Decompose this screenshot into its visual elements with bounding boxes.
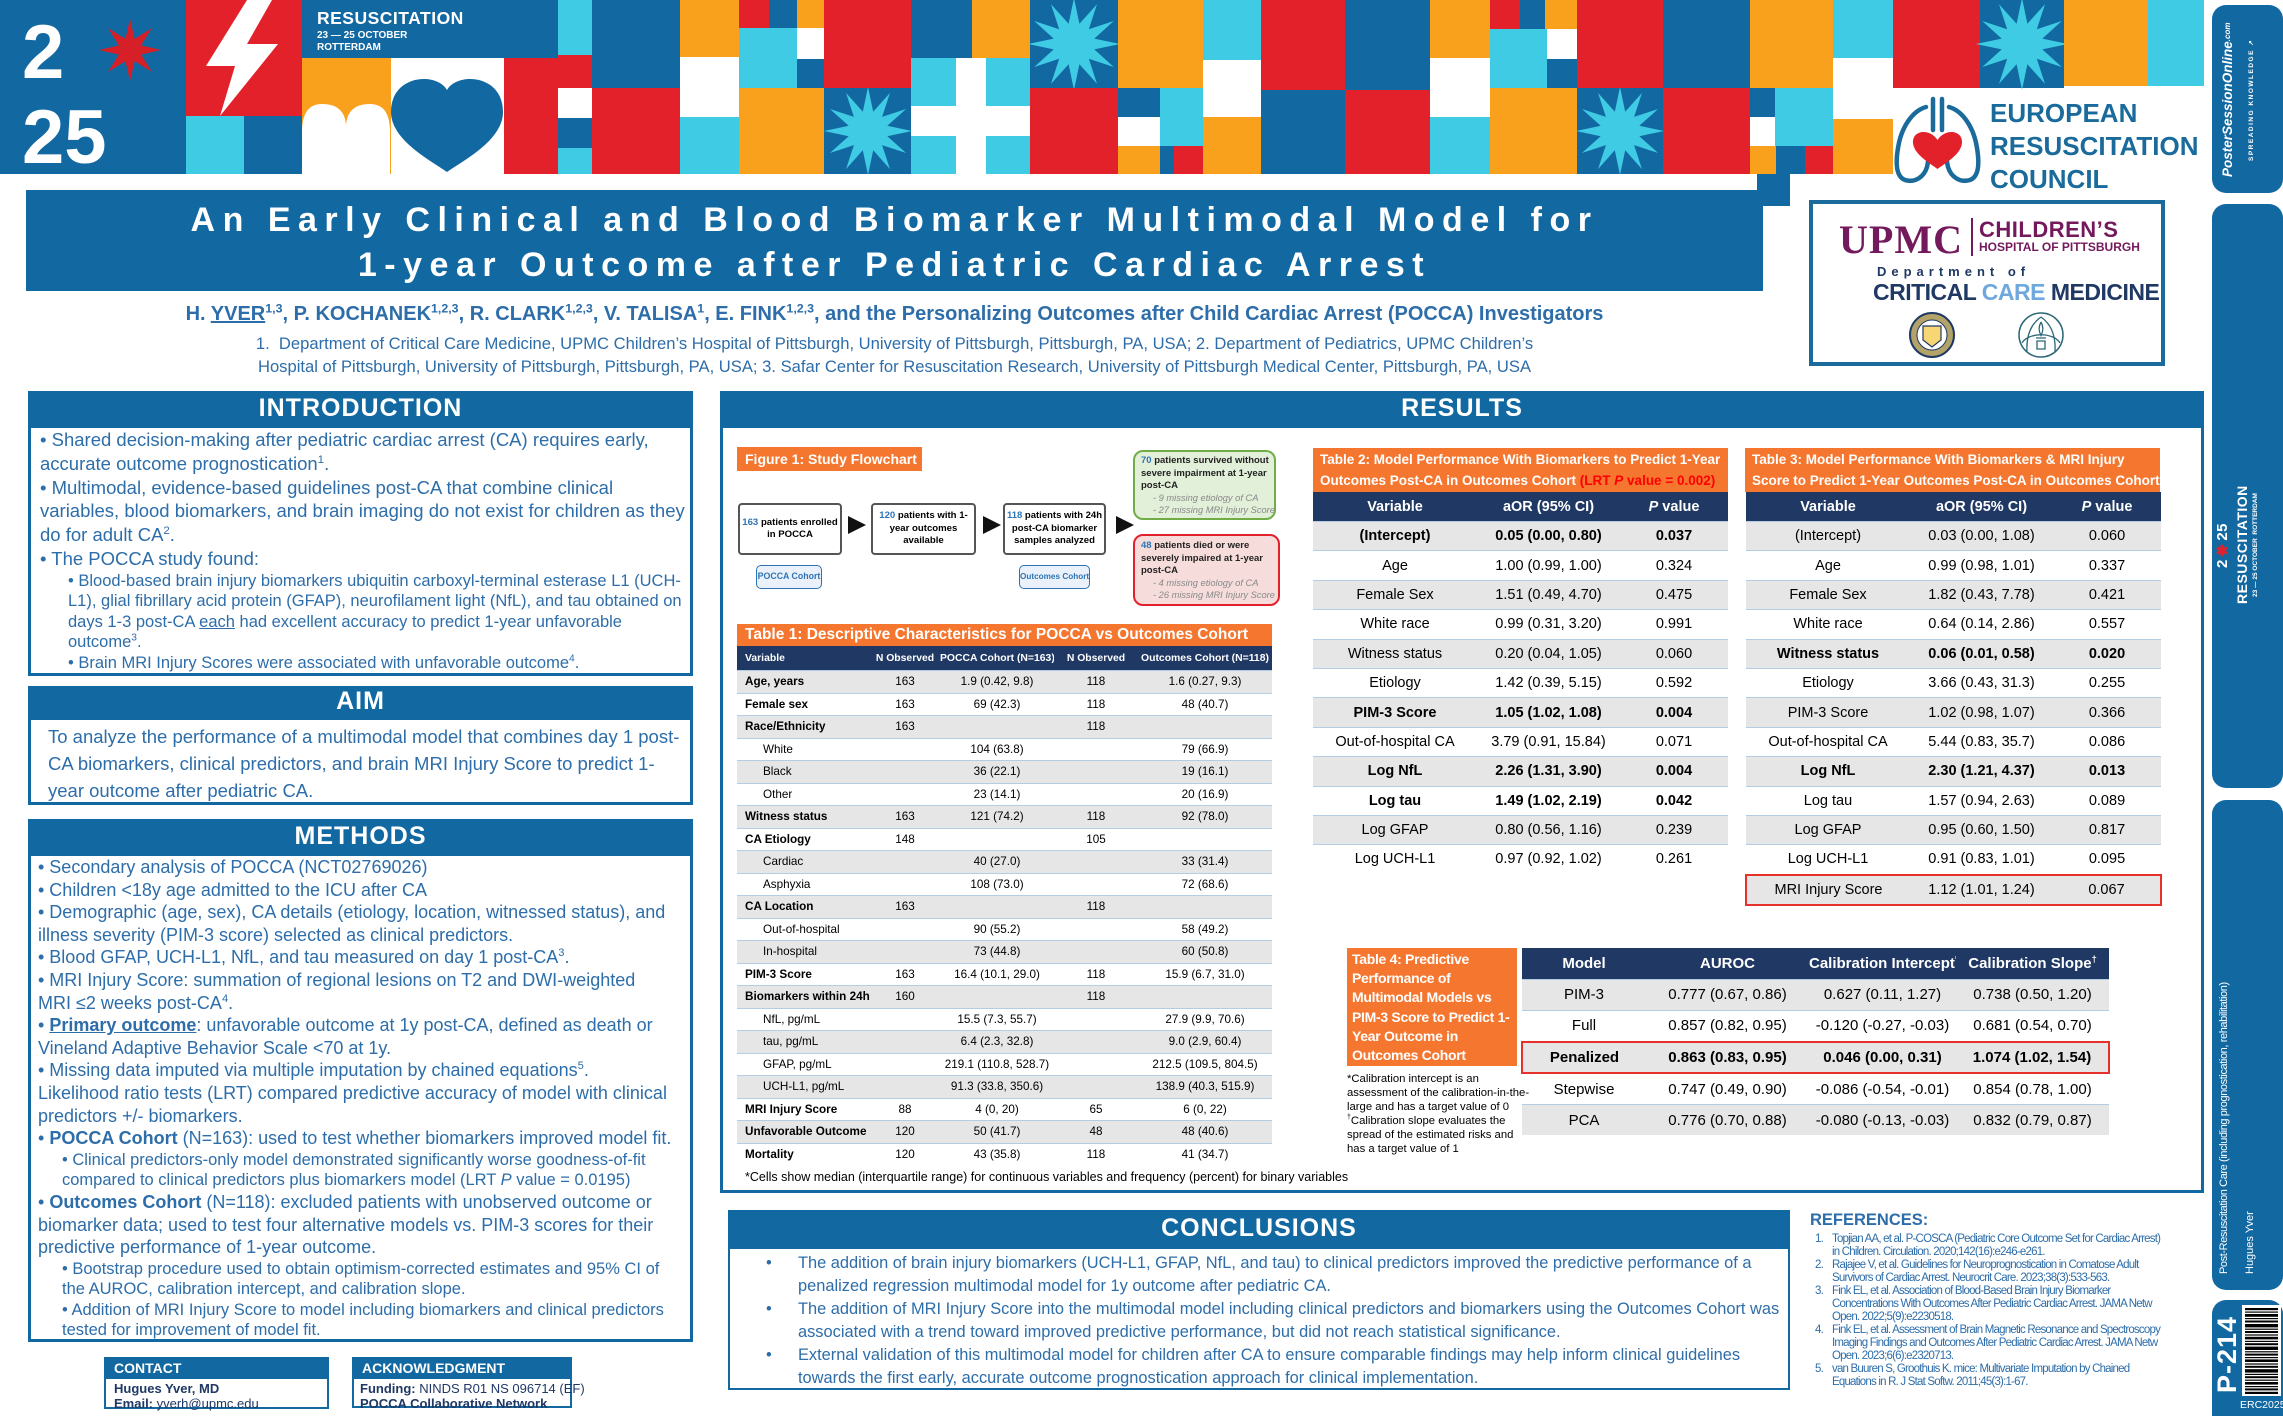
svg-text:RESUSCITATION: RESUSCITATION (317, 8, 464, 28)
svg-text:2: 2 (22, 10, 64, 95)
svg-text:COUNCIL: COUNCIL (1990, 164, 2109, 194)
svg-text:ROTTERDAM: ROTTERDAM (317, 42, 381, 53)
svg-text:23 — 25 OCTOBER: 23 — 25 OCTOBER (317, 30, 408, 41)
svg-text:25: 25 (22, 95, 107, 180)
svg-text:RESUSCITATION: RESUSCITATION (1990, 131, 2198, 161)
svg-text:EUROPEAN: EUROPEAN (1990, 98, 2137, 128)
